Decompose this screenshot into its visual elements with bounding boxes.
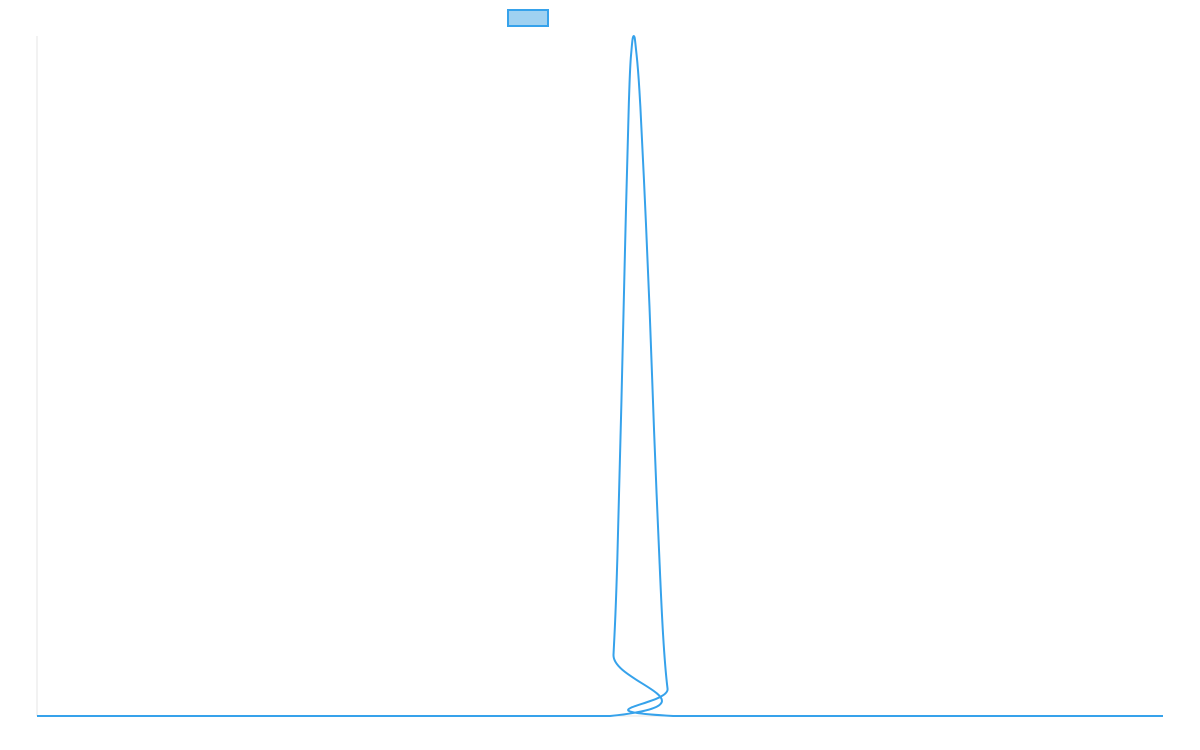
series-line-0: [37, 35, 1163, 718]
legend-swatch-0[interactable]: [507, 9, 549, 27]
axes: [36, 36, 1163, 717]
legend[interactable]: [507, 9, 549, 27]
series-layer: [37, 35, 1163, 718]
